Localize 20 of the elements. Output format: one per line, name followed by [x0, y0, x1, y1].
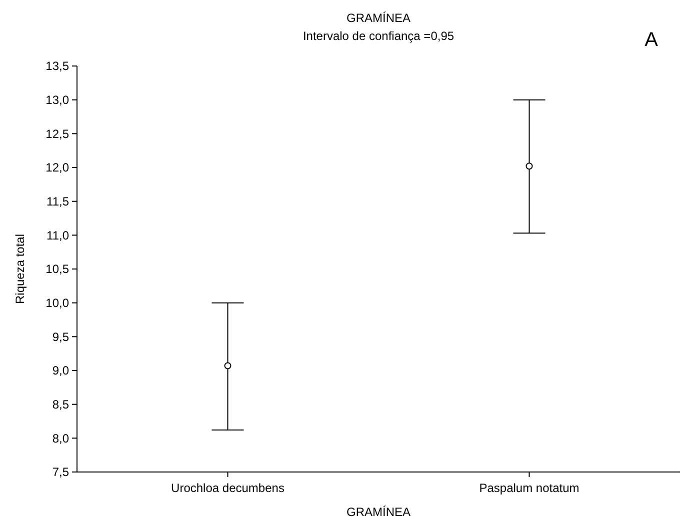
y-tick-label: 10,0 — [46, 296, 70, 310]
chart-title: GRAMÍNEA — [346, 11, 411, 25]
y-tick-label: 12,0 — [46, 160, 70, 175]
y-tick-label: 8,0 — [52, 431, 70, 446]
y-tick-label: 9,5 — [52, 330, 70, 344]
y-tick-label: 8,5 — [52, 398, 70, 412]
y-axis-title: Riqueza total — [13, 234, 27, 304]
x-tick-label: Urochloa decumbens — [171, 481, 284, 495]
x-tick-label: Paspalum notatum — [479, 481, 580, 495]
y-tick-label: 12,5 — [46, 126, 70, 141]
text: A — [644, 29, 659, 51]
y-tick-label: 7,5 — [52, 465, 70, 480]
y-tick-label: 11,5 — [46, 194, 70, 209]
y-tick-label: 13,0 — [46, 93, 70, 108]
x-axis-title: GRAMÍNEA — [346, 505, 411, 519]
y-tick-label: 11,0 — [46, 228, 70, 242]
chart-subtitle: Intervalo de confiança =0,95 — [302, 29, 454, 43]
y-tick-label: 13,5 — [46, 59, 70, 74]
y-tick-label: 10,5 — [46, 262, 70, 276]
y-tick-label: 9,0 — [52, 364, 70, 378]
